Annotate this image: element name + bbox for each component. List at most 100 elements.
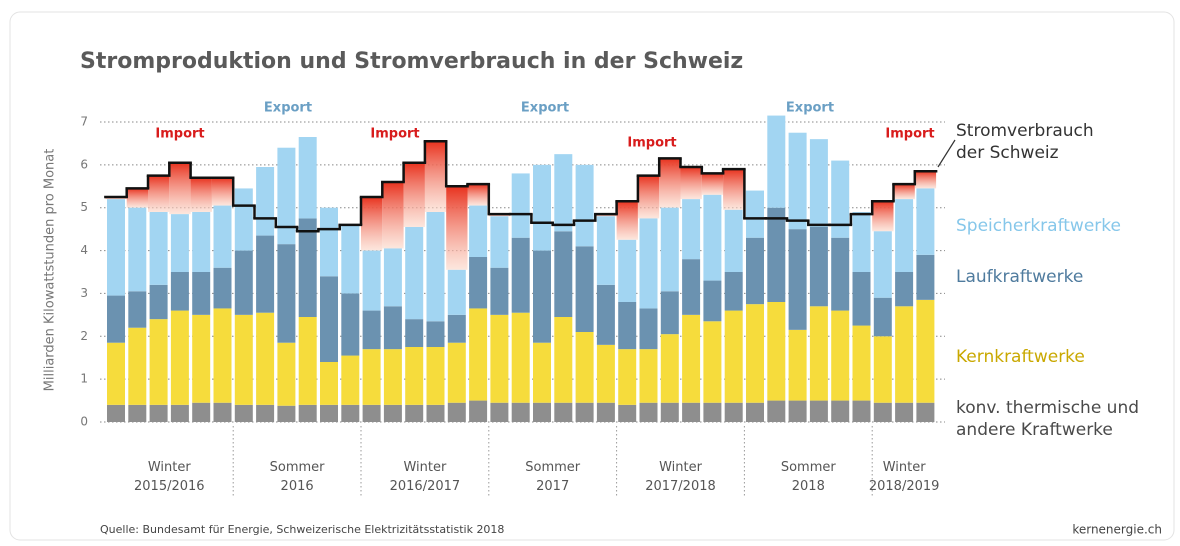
bar-segment [362, 404, 381, 422]
bar-segment [107, 342, 125, 405]
bar-segment [277, 147, 296, 245]
bar-segment [128, 404, 147, 422]
import-area [467, 184, 489, 206]
annotation: Import [155, 127, 204, 142]
import-area [382, 182, 404, 249]
bar-segment [213, 308, 232, 403]
bar-segment [746, 190, 764, 238]
bar-segment [809, 306, 828, 401]
bar-segment [788, 400, 807, 422]
bar-segment [895, 402, 914, 422]
period-label: Winter 2015/2016 [134, 460, 205, 494]
y-tick-label: 3 [80, 286, 88, 300]
bar-segment [447, 314, 466, 343]
bar-segment [256, 235, 275, 313]
import-area [637, 175, 660, 219]
import-area [148, 175, 170, 212]
bar-segment [234, 188, 253, 251]
bar-segment [469, 205, 488, 257]
bar-segment [575, 164, 594, 247]
bar-segment [490, 216, 509, 268]
bar-segment [192, 402, 211, 422]
credit: kernenergie.ch [1072, 523, 1162, 537]
bar-segment [554, 402, 573, 422]
bar-segment [533, 164, 551, 251]
bar-segment [660, 207, 679, 292]
bar-segment [256, 404, 275, 422]
bar-segment [724, 310, 743, 403]
y-tick-label: 1 [80, 372, 88, 386]
bar-segment [469, 257, 488, 309]
annotation: Export [521, 101, 569, 116]
bar-segment [511, 237, 530, 313]
bar-segment [149, 212, 168, 285]
import-area [701, 173, 724, 195]
bar-segment [170, 272, 189, 311]
bar-segment [192, 212, 211, 272]
bar-segment [788, 132, 807, 230]
bar-segment [703, 321, 722, 403]
import-area [616, 201, 638, 240]
bar-segment [405, 404, 424, 422]
import-area [893, 184, 915, 200]
bar-segment [809, 139, 828, 227]
bar-segment [341, 404, 360, 422]
bar-segment [277, 405, 296, 422]
bar-segment [767, 302, 786, 401]
y-tick-label: 0 [80, 415, 88, 429]
series-label: Stromverbrauch der Schweiz [956, 121, 1094, 163]
bar-segment [320, 276, 338, 362]
import-area [190, 177, 212, 212]
period-label: Winter 2016/2017 [389, 460, 461, 494]
bar-segment [703, 280, 722, 322]
bar-segment [341, 293, 360, 356]
y-tick-label: 6 [80, 157, 88, 171]
import-area [126, 188, 148, 208]
bar-segment [788, 229, 807, 330]
bar-segment [660, 291, 679, 335]
bar-segment [916, 402, 935, 422]
bar-segment [107, 199, 125, 296]
bar-segment [703, 402, 722, 422]
bar-segment [149, 319, 168, 405]
y-tick-label: 7 [80, 115, 88, 129]
bar-segment [234, 314, 253, 405]
bar-segment [618, 239, 637, 302]
bar-segment [511, 312, 530, 403]
bar-segment [682, 402, 701, 422]
bar-segment [383, 349, 402, 405]
bar-segment [256, 312, 275, 405]
bar-segment [341, 355, 360, 405]
bar-segment [341, 224, 360, 294]
bar-segment [170, 214, 189, 272]
import-area [211, 177, 234, 206]
bar-segment [213, 205, 232, 268]
bar-segment [639, 308, 658, 350]
bar-segment [703, 194, 722, 281]
bar-segment [490, 402, 509, 422]
bar-segment [639, 349, 658, 403]
bar-segment [533, 250, 551, 343]
bar-segment [469, 400, 488, 422]
bar-segment [128, 327, 147, 405]
source: Quelle: Bundesamt für Energie, Schweizer… [100, 523, 504, 536]
bar-segment [320, 362, 338, 405]
bar-segment [490, 267, 509, 315]
bar-segment [277, 342, 296, 406]
bar-segment [596, 344, 615, 403]
bar-segment [873, 402, 892, 422]
import-area [914, 171, 937, 189]
bar-segment [639, 218, 658, 309]
bar-segment [767, 400, 786, 422]
bar-segment [234, 250, 253, 315]
bar-segment [852, 325, 871, 401]
y-tick-label: 5 [80, 200, 88, 214]
period-label: Sommer 2018 [780, 460, 836, 494]
bar-segment [128, 291, 147, 328]
bar-segment [405, 227, 424, 320]
import-area [446, 186, 468, 270]
annotation: Export [264, 101, 312, 116]
bar-segment [746, 304, 764, 403]
period-label: Sommer 2017 [525, 460, 581, 494]
